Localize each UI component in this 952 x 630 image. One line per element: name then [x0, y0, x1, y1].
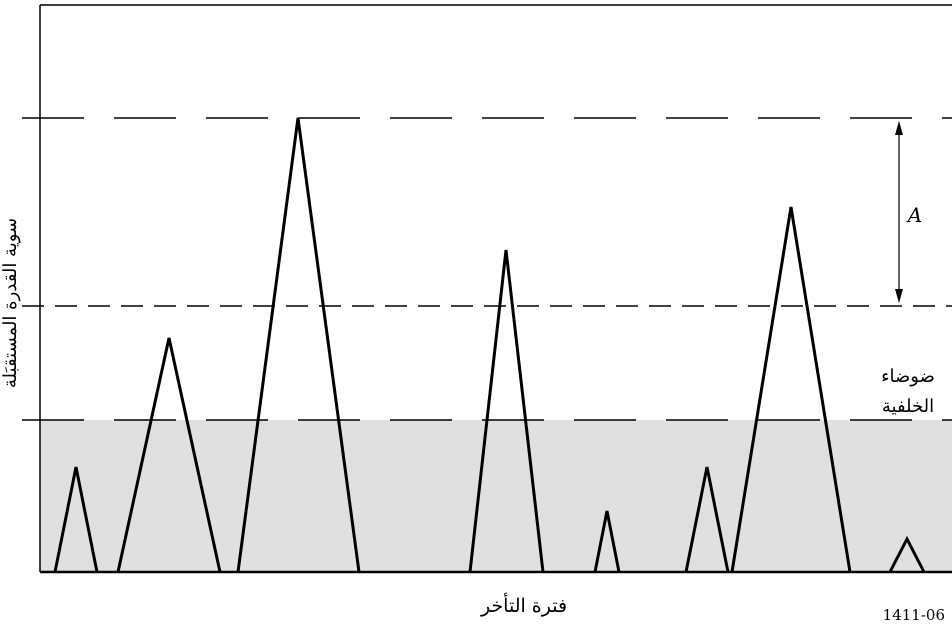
- arrowhead-up-icon: [895, 121, 903, 135]
- echo-peaks: [53, 117, 926, 573]
- echo-peak: [236, 117, 361, 573]
- background-noise-label-line1: ضوضاء: [881, 366, 935, 387]
- figure-id: 1411-06: [883, 606, 945, 624]
- amplitude-label: A: [906, 203, 922, 227]
- echo-peak: [888, 535, 926, 573]
- echo-peak: [730, 206, 852, 573]
- x-axis-label: فترة التأخر: [480, 592, 567, 617]
- echo-peak: [116, 337, 222, 573]
- echo-peak: [468, 249, 545, 573]
- background-noise-region: [40, 420, 952, 572]
- y-axis-label: سوية القدرة المستقبَلة: [0, 218, 21, 388]
- echo-peak: [684, 466, 730, 573]
- echo-peak: [593, 510, 621, 573]
- arrowhead-down-icon: [895, 289, 903, 303]
- echo-peak: [53, 466, 99, 573]
- amplitude-arrow: [895, 121, 903, 303]
- background-noise-label-line2: الخلفية: [882, 396, 934, 417]
